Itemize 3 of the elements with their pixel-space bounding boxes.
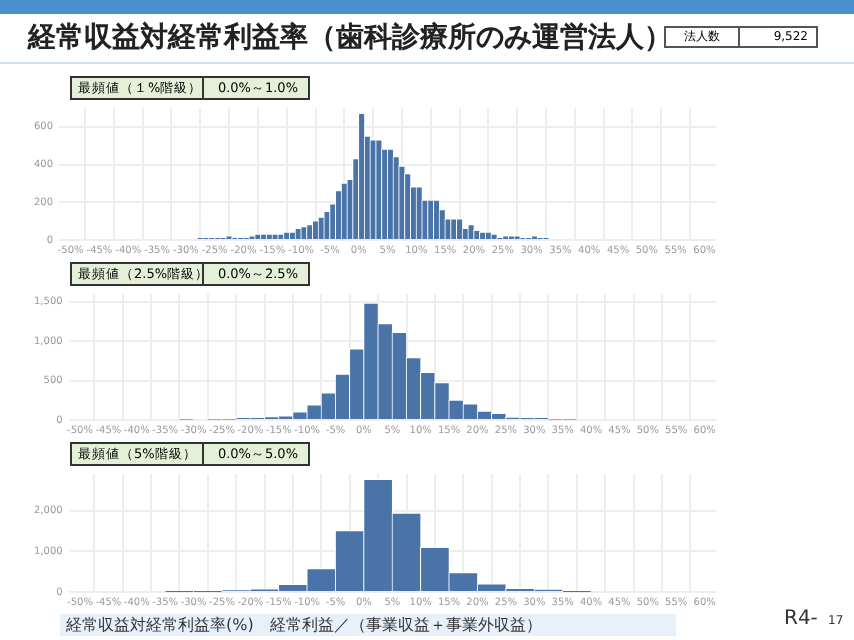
- text: R4-: [784, 608, 818, 630]
- text: 経常収益対経常利益率(%) 経常利益／（事業収益＋事業外収益）: [60, 614, 676, 636]
- text: 経常収益対経常利益率（歯科診療所のみ運営法人）: [28, 20, 672, 56]
